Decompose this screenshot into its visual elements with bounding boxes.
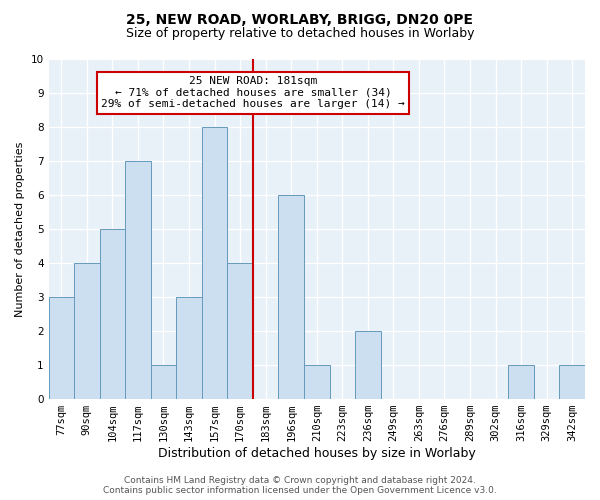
Bar [559,365,585,399]
Text: 25 NEW ROAD: 181sqm
← 71% of detached houses are smaller (34)
29% of semi-detach: 25 NEW ROAD: 181sqm ← 71% of detached ho… [101,76,405,109]
Bar [227,263,253,399]
Text: 25, NEW ROAD, WORLABY, BRIGG, DN20 0PE: 25, NEW ROAD, WORLABY, BRIGG, DN20 0PE [127,12,473,26]
Bar [176,297,202,399]
Text: Contains HM Land Registry data © Crown copyright and database right 2024.
Contai: Contains HM Land Registry data © Crown c… [103,476,497,495]
Bar [304,365,329,399]
Bar [100,229,125,399]
Y-axis label: Number of detached properties: Number of detached properties [15,142,25,316]
Bar [74,263,100,399]
Bar [278,195,304,399]
Bar [151,365,176,399]
Bar [49,297,74,399]
X-axis label: Distribution of detached houses by size in Worlaby: Distribution of detached houses by size … [158,447,476,460]
Bar [125,161,151,399]
Bar [508,365,534,399]
Bar [202,127,227,399]
Text: Size of property relative to detached houses in Worlaby: Size of property relative to detached ho… [126,28,474,40]
Bar [355,331,380,399]
